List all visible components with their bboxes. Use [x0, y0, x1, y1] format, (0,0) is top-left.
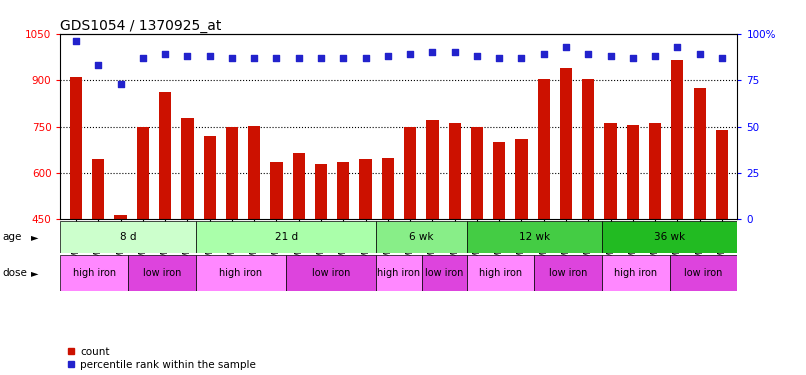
Point: [203, 53, 216, 59]
Bar: [493, 142, 505, 219]
Text: ►: ►: [31, 232, 38, 242]
Point: [471, 53, 484, 59]
Bar: [196, 255, 286, 291]
Bar: [226, 127, 238, 219]
Point: [314, 55, 327, 61]
Bar: [270, 162, 283, 219]
Point: [69, 38, 82, 44]
Point: [538, 51, 550, 57]
Bar: [337, 162, 350, 219]
Text: high iron: high iron: [377, 268, 421, 278]
Point: [515, 55, 528, 61]
Text: high iron: high iron: [614, 268, 658, 278]
Bar: [376, 255, 422, 291]
Bar: [534, 255, 602, 291]
Bar: [602, 221, 737, 253]
Bar: [582, 79, 594, 219]
Bar: [467, 221, 602, 253]
Bar: [627, 125, 639, 219]
Point: [716, 55, 729, 61]
Point: [181, 53, 193, 59]
Text: dose: dose: [2, 268, 27, 278]
Bar: [471, 127, 483, 219]
Point: [448, 50, 461, 55]
Point: [559, 44, 572, 50]
Bar: [602, 255, 670, 291]
Bar: [60, 255, 128, 291]
Bar: [286, 255, 376, 291]
Point: [693, 51, 706, 57]
Text: age: age: [2, 232, 22, 242]
Point: [426, 50, 438, 55]
Bar: [426, 120, 438, 219]
Bar: [248, 126, 260, 219]
Bar: [92, 159, 105, 219]
Bar: [382, 158, 394, 219]
Bar: [376, 221, 467, 253]
Bar: [137, 127, 149, 219]
Text: low iron: low iron: [684, 268, 723, 278]
Bar: [159, 92, 171, 219]
Bar: [422, 255, 467, 291]
Bar: [467, 255, 534, 291]
Bar: [693, 88, 706, 219]
Point: [92, 62, 105, 68]
Bar: [604, 123, 617, 219]
Legend: count, percentile rank within the sample: count, percentile rank within the sample: [65, 346, 256, 370]
Point: [136, 55, 149, 61]
Bar: [128, 255, 196, 291]
Point: [114, 81, 127, 87]
Bar: [204, 136, 216, 219]
Text: high iron: high iron: [73, 268, 116, 278]
Point: [604, 53, 617, 59]
Text: high iron: high iron: [479, 268, 522, 278]
Text: low iron: low iron: [425, 268, 463, 278]
Bar: [560, 68, 572, 219]
Bar: [515, 139, 528, 219]
Bar: [181, 118, 193, 219]
Text: ►: ►: [31, 268, 38, 278]
Point: [293, 55, 305, 61]
Point: [649, 53, 662, 59]
Bar: [716, 130, 728, 219]
Bar: [315, 164, 327, 219]
Text: 8 d: 8 d: [120, 232, 136, 242]
Bar: [60, 221, 196, 253]
Text: GDS1054 / 1370925_at: GDS1054 / 1370925_at: [60, 19, 222, 33]
Bar: [70, 77, 82, 219]
Point: [582, 51, 595, 57]
Bar: [196, 221, 376, 253]
Bar: [538, 79, 550, 219]
Bar: [404, 127, 416, 219]
Text: 6 wk: 6 wk: [409, 232, 434, 242]
Bar: [671, 60, 683, 219]
Point: [247, 55, 260, 61]
Point: [671, 44, 683, 50]
Point: [381, 53, 394, 59]
Point: [626, 55, 639, 61]
Text: low iron: low iron: [143, 268, 181, 278]
Point: [270, 55, 283, 61]
Text: 36 wk: 36 wk: [654, 232, 685, 242]
Text: 21 d: 21 d: [275, 232, 297, 242]
Point: [337, 55, 350, 61]
Text: 12 wk: 12 wk: [519, 232, 550, 242]
Bar: [359, 159, 372, 219]
Point: [159, 51, 172, 57]
Point: [492, 55, 505, 61]
Bar: [293, 153, 305, 219]
Text: low iron: low iron: [549, 268, 588, 278]
Bar: [114, 215, 127, 219]
Bar: [649, 123, 661, 219]
Text: low iron: low iron: [312, 268, 351, 278]
Point: [226, 55, 239, 61]
Text: high iron: high iron: [219, 268, 263, 278]
Point: [404, 51, 417, 57]
Bar: [448, 123, 461, 219]
Bar: [670, 255, 737, 291]
Point: [359, 55, 372, 61]
